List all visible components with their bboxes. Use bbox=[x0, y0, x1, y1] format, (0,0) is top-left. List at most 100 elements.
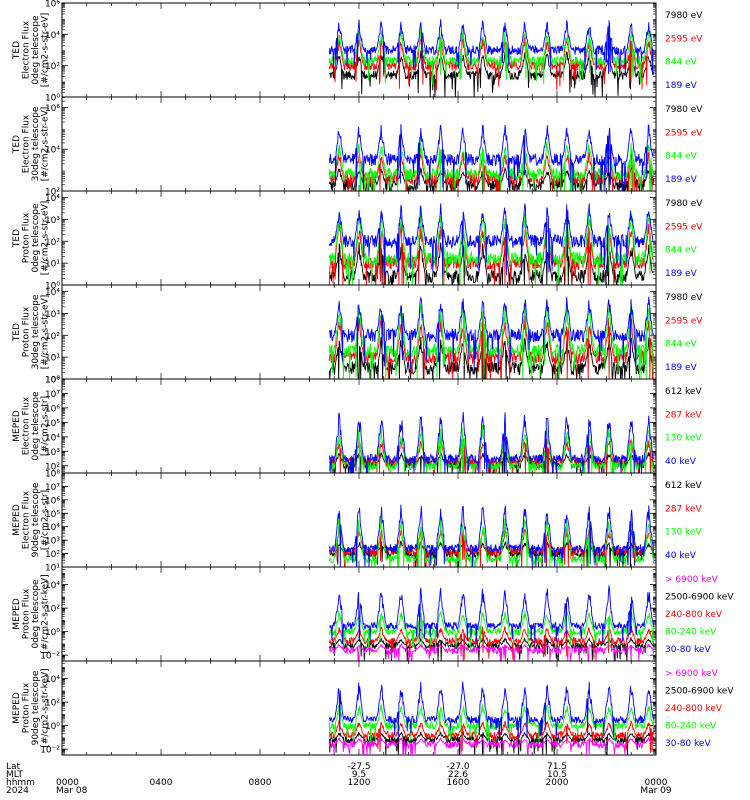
y-tick-label: 10³ bbox=[45, 310, 60, 320]
y-axis-label-line: Electron Flux bbox=[21, 114, 31, 173]
series-green bbox=[328, 424, 654, 473]
data-group bbox=[328, 296, 654, 379]
panel-1: 10⁰ 10² 10⁴ 10⁶ TEDElectron Flux0deg telesco… bbox=[12, 0, 704, 104]
y-axis-label: MEPEDElectron Flux90deg telescope[#/cm2-… bbox=[12, 482, 51, 557]
legend-entry: 2595 eV bbox=[665, 128, 703, 138]
y-tick-label: 10² bbox=[45, 462, 60, 472]
series-red bbox=[328, 222, 654, 285]
y-tick-label: 10⁴ bbox=[45, 194, 60, 204]
y-axis-label-line: [#/cm2-s-str-eV] bbox=[40, 107, 50, 182]
y-axis-label-line: TED bbox=[12, 229, 22, 248]
series-magenta bbox=[328, 736, 654, 755]
x-tick-label: 0000 bbox=[645, 778, 668, 788]
y-axis-label-line: Proton Flux bbox=[21, 212, 31, 263]
y-axis-label-line: [#/cm2-s-str-eV] bbox=[40, 13, 50, 88]
data-group bbox=[328, 585, 654, 661]
y-axis-label-line: [#/cm2-s-str] bbox=[40, 490, 50, 550]
legend-entry: 80-240 keV bbox=[665, 722, 717, 732]
y-axis-label: TEDProton Flux0deg telescope[#/cm2-s-str… bbox=[12, 201, 51, 276]
series-black bbox=[328, 336, 654, 379]
data-group bbox=[328, 203, 654, 285]
y-tick-label: 10² bbox=[45, 62, 60, 72]
panel-frame bbox=[61, 472, 657, 568]
y-axis-label-line: [#/cm2-s-str-eV] bbox=[40, 295, 50, 370]
y-axis-label: MEPEDProton Flux0deg telescope[#/cm2-s-s… bbox=[12, 574, 51, 653]
x-tick-label: -27.0 bbox=[446, 762, 470, 772]
legend-entry: 2595 eV bbox=[665, 222, 703, 232]
y-tick-label: 10⁷ bbox=[45, 390, 60, 400]
data-group bbox=[328, 681, 654, 755]
y-tick-label: 10⁸ bbox=[45, 470, 60, 480]
panel-5: 10² 10³ 10⁴ 10⁵ 10⁶ 10⁷ 10⁸ MEPEDElectron Flux0… bbox=[12, 376, 702, 474]
legend-entry: 612 keV bbox=[665, 481, 702, 491]
y-tick-label: 10⁰ bbox=[45, 282, 60, 292]
x-tick-label: 0400 bbox=[150, 778, 173, 788]
legend-entry: 189 eV bbox=[665, 363, 698, 373]
legend-entry: 40 keV bbox=[665, 551, 697, 561]
series-blue bbox=[328, 504, 654, 567]
y-tick-label: 10¹ bbox=[45, 564, 60, 574]
panel-frame bbox=[61, 2, 657, 98]
data-group bbox=[328, 124, 654, 191]
y-axis-label-line: MEPED bbox=[12, 410, 22, 442]
data-group bbox=[328, 504, 654, 567]
series-red bbox=[328, 719, 654, 754]
series-green bbox=[328, 610, 654, 650]
series-blue bbox=[329, 585, 654, 645]
y-axis-label: MEPEDElectron Flux0deg telescope[#/cm2-s… bbox=[12, 391, 51, 461]
legend-entry: 2500-6900 keV bbox=[665, 593, 734, 603]
y-tick-label: 10⁶ bbox=[45, 404, 60, 414]
y-axis-label-line: [#/cm2-s-str-keV] bbox=[40, 574, 50, 653]
y-tick-label: 10⁴ bbox=[45, 581, 60, 591]
legend-entry: 189 eV bbox=[665, 269, 698, 279]
y-axis-label-line: TED bbox=[12, 41, 22, 60]
x-tick-label: 71.5 bbox=[547, 762, 567, 772]
legend-entry: 844 eV bbox=[665, 152, 698, 162]
y-axis-label-line: Proton Flux bbox=[21, 306, 31, 357]
legend-entry: 189 eV bbox=[665, 81, 698, 91]
legend-entry: 30-80 keV bbox=[665, 645, 711, 655]
legend-entry: 2595 eV bbox=[665, 316, 703, 326]
y-tick-label: 10⁰ bbox=[45, 628, 60, 638]
y-tick-label: 10⁶ bbox=[45, 496, 60, 506]
y-tick-label: 10⁷ bbox=[45, 483, 60, 493]
y-tick-label: 10³ bbox=[45, 216, 60, 226]
y-tick-label: 10⁴ bbox=[45, 523, 60, 533]
legend-entry: 844 eV bbox=[665, 340, 698, 350]
y-tick-label: 10² bbox=[45, 699, 60, 709]
y-axis-label-line: 0deg telescope bbox=[31, 203, 41, 273]
series-black bbox=[328, 242, 654, 285]
y-tick-label: 10⁻² bbox=[40, 652, 60, 662]
y-axis-label-line: Proton Flux bbox=[21, 588, 31, 639]
y-axis-label-line: 0deg telescope bbox=[31, 579, 41, 649]
panel-6: 10¹ 10² 10³ 10⁴ 10⁵ 10⁶ 10⁷ 10⁸ MEPEDElectron Fl… bbox=[12, 470, 703, 574]
x-tick-label: -27.5 bbox=[347, 762, 370, 772]
y-axis-label-line: [#/cm2-s-str-keV] bbox=[40, 668, 50, 747]
y-tick-label: 10⁰ bbox=[45, 376, 60, 386]
y-tick-label: 10³ bbox=[45, 537, 60, 547]
y-tick-label: 10³ bbox=[45, 448, 60, 458]
y-axis-label: MEPEDProton Flux90deg telescope[#/cm2-s-… bbox=[12, 668, 51, 747]
legend-entry: 287 keV bbox=[665, 504, 702, 514]
y-axis-label: TEDElectron Flux30deg telescope[#/cm2-s-… bbox=[12, 106, 51, 181]
y-axis-label-line: 30deg telescope bbox=[31, 106, 41, 181]
legend-entry: > 6900 keV bbox=[665, 669, 719, 679]
y-tick-label: 10⁵ bbox=[45, 419, 60, 429]
series-blue bbox=[328, 296, 654, 371]
data-group bbox=[328, 19, 654, 97]
legend-entry: 80-240 keV bbox=[665, 628, 717, 638]
y-tick-label: 10⁴ bbox=[45, 31, 60, 41]
y-axis-label-line: Electron Flux bbox=[21, 20, 31, 79]
legend-entry: 7980 eV bbox=[665, 11, 703, 21]
y-tick-label: 10⁴ bbox=[45, 288, 60, 298]
x-row-label: 2024 bbox=[6, 786, 29, 796]
y-axis-label-line: MEPED bbox=[12, 598, 22, 630]
legend-entry: 2500-6900 keV bbox=[665, 687, 734, 697]
legend-entry: 7980 eV bbox=[665, 293, 703, 303]
